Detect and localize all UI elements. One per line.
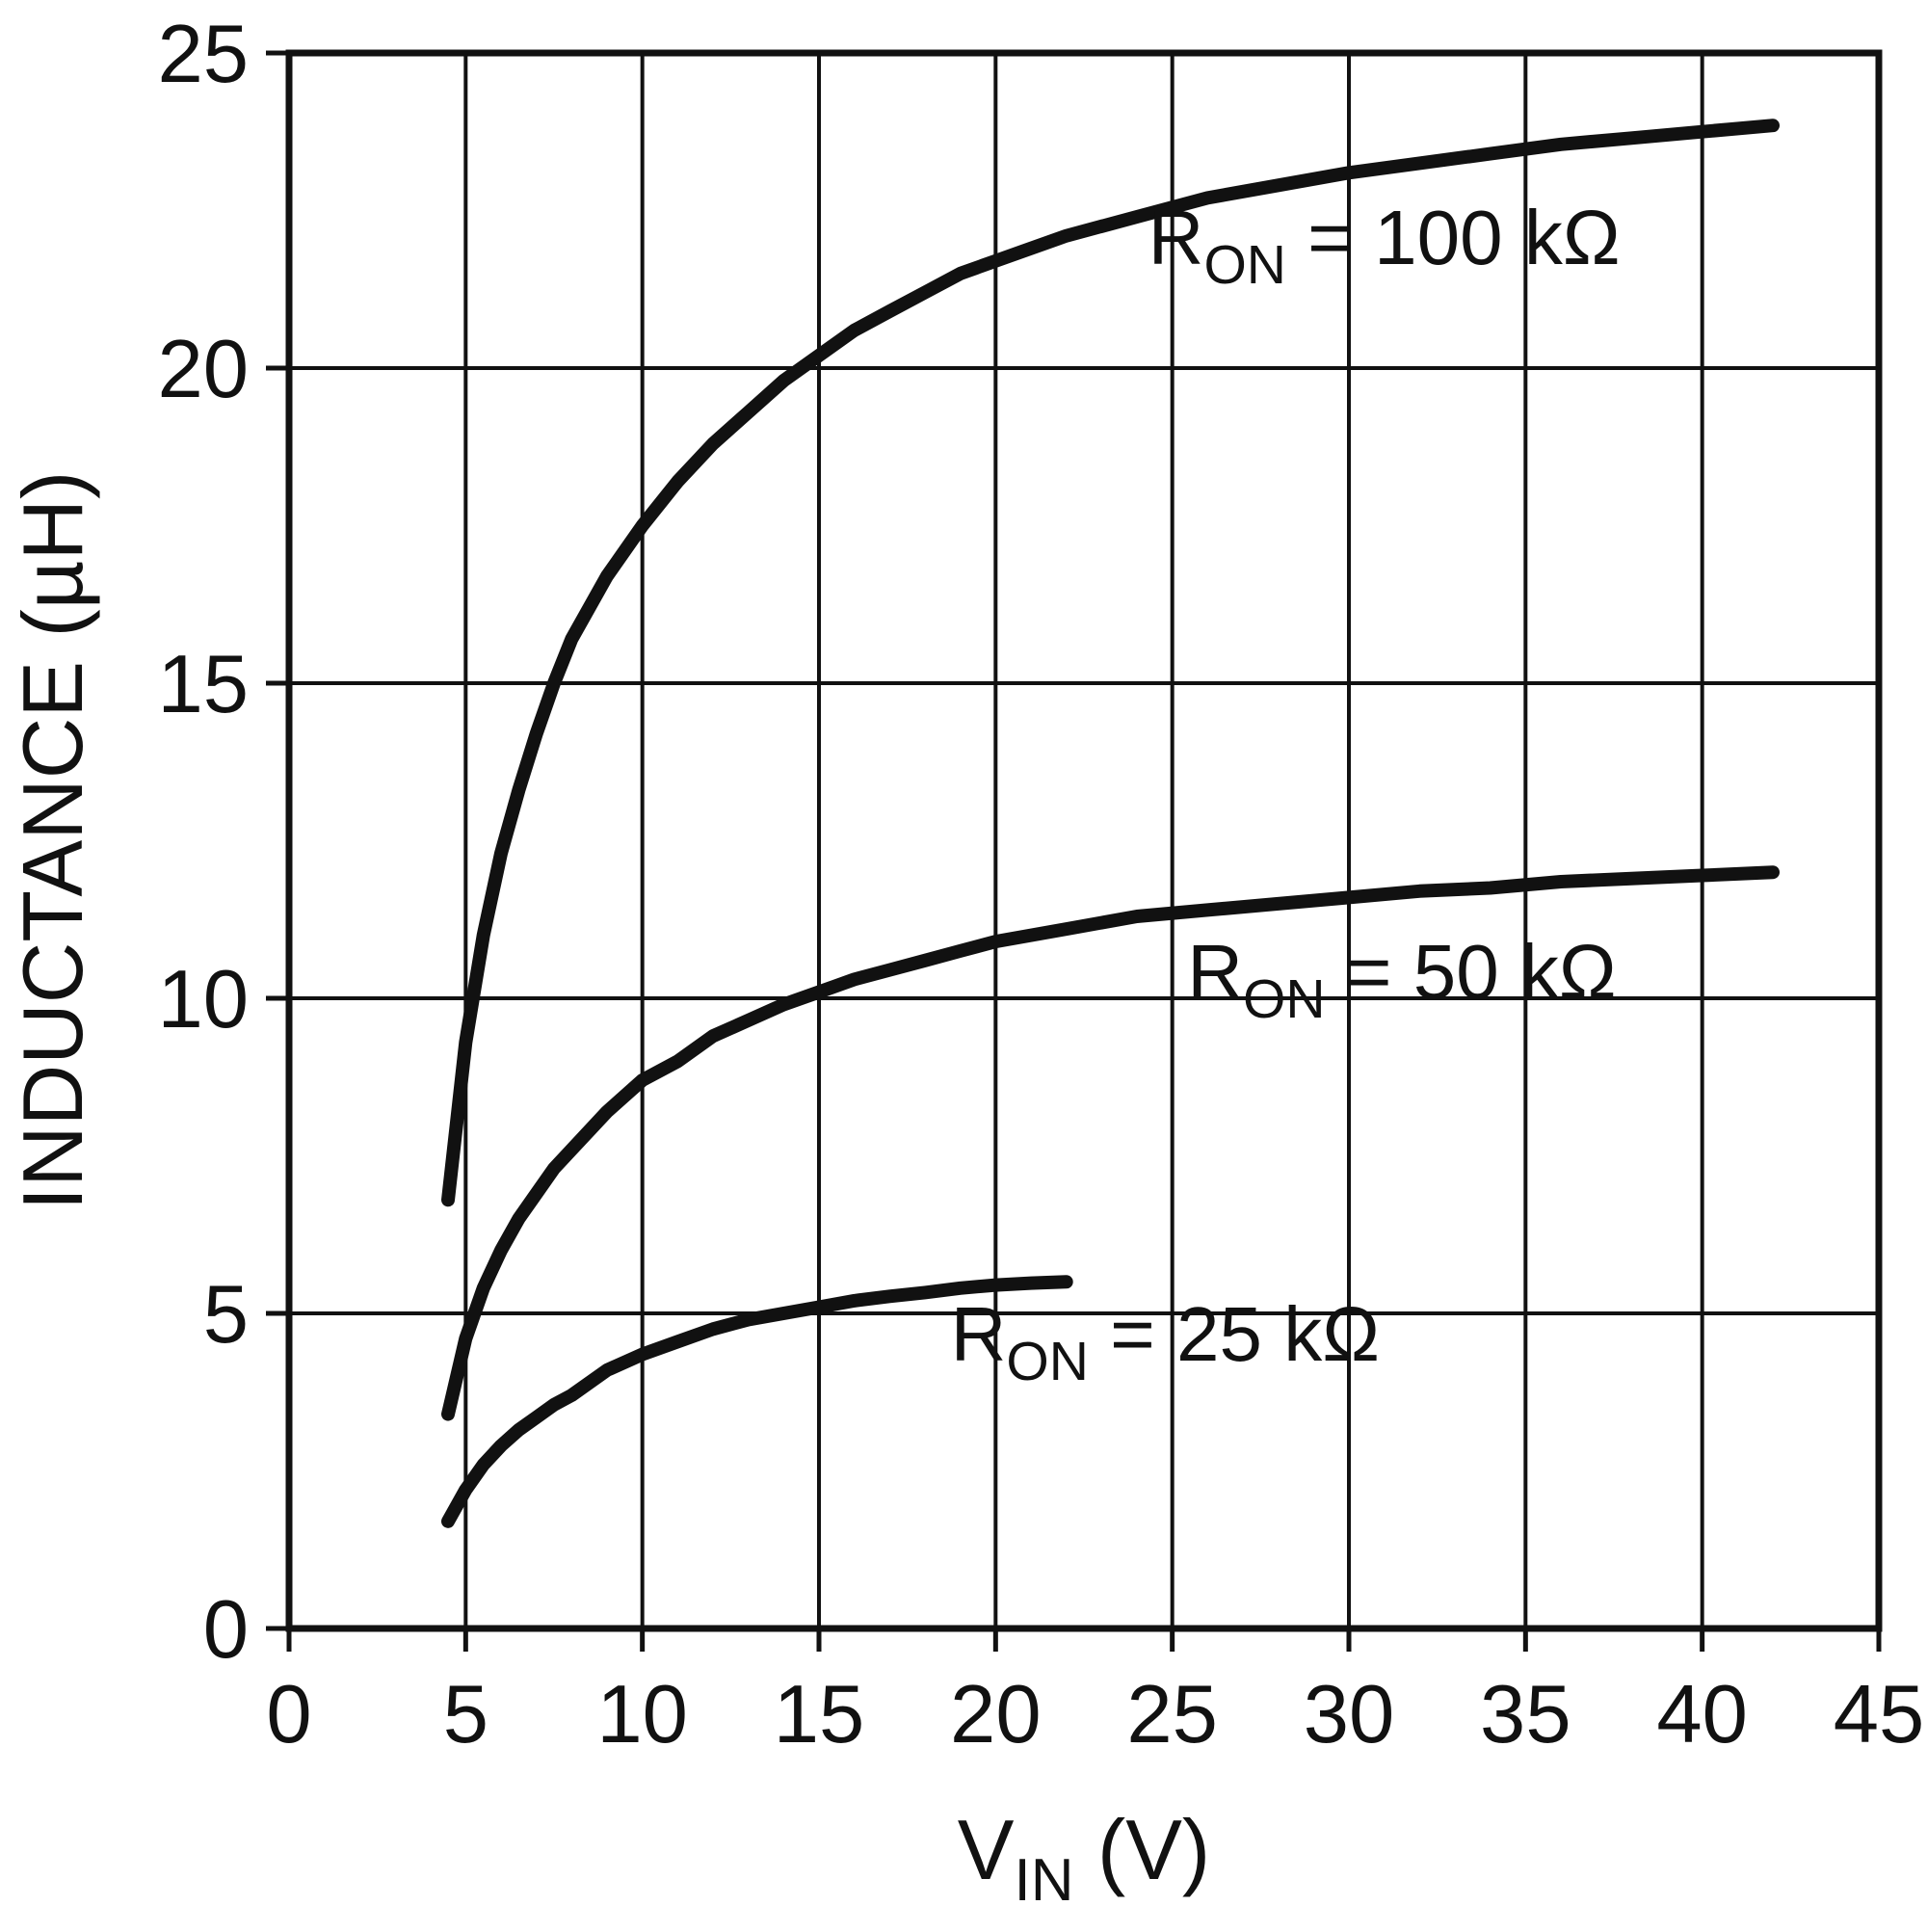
- y-axis-title: INDUCTANCE (µH): [5, 471, 100, 1211]
- x-tick-label: 15: [774, 1669, 865, 1760]
- x-tick-label: 40: [1656, 1669, 1748, 1760]
- y-tick-label: 15: [157, 639, 249, 730]
- series-curve-1: [441, 865, 1780, 1421]
- series-curves: [441, 119, 1780, 1528]
- y-tick-labels: 0 5 10 15 20 25: [157, 9, 249, 1676]
- x-tick-label: 45: [1834, 1669, 1925, 1760]
- x-axis-title-main: V: [958, 1802, 1015, 1897]
- x-tick-labels: 0 5 10 15 20 25 30 35 40 45: [266, 1669, 1924, 1760]
- series-label-2: RON = 25 kΩ: [951, 1291, 1380, 1392]
- y-tick-label: 0: [203, 1584, 249, 1676]
- series-curve-2: [441, 1275, 1073, 1528]
- series-label-0: RON = 100 kΩ: [1148, 195, 1621, 296]
- axis-ticks: [266, 50, 1882, 1652]
- x-axis-title-suffix: (V): [1073, 1802, 1210, 1897]
- x-tick-label: 35: [1480, 1669, 1571, 1760]
- y-tick-label: 10: [157, 954, 249, 1045]
- x-tick-label: 25: [1126, 1669, 1218, 1760]
- x-tick-label: 5: [443, 1669, 488, 1760]
- plot-border: [285, 49, 1883, 1632]
- series-labels: RON = 100 kΩ RON = 50 kΩ RON = 25 kΩ: [951, 195, 1621, 1392]
- x-axis-title-sub: IN: [1014, 1847, 1073, 1914]
- x-tick-label: 30: [1304, 1669, 1395, 1760]
- x-tick-label: 20: [950, 1669, 1042, 1760]
- series-label-1: RON = 50 kΩ: [1187, 929, 1616, 1030]
- x-axis-title: VIN (V): [958, 1802, 1210, 1914]
- y-tick-label: 20: [157, 324, 249, 415]
- series-curve-0: [441, 119, 1780, 1207]
- x-tick-label: 10: [596, 1669, 688, 1760]
- y-tick-label: 5: [203, 1269, 249, 1361]
- y-tick-label: 25: [157, 9, 249, 100]
- x-tick-label: 0: [266, 1669, 311, 1760]
